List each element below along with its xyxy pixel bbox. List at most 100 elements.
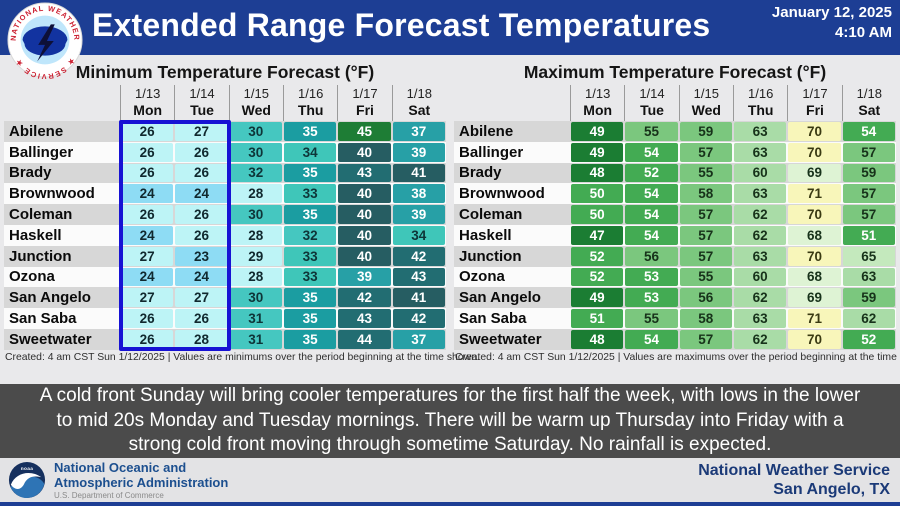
- nws-logo-icon: NATIONAL WEATHER ★ SERVICE ★: [7, 2, 83, 79]
- temp-cell: 39: [338, 267, 391, 287]
- column-day: Sat: [408, 102, 431, 118]
- city-label: Brady: [459, 164, 502, 182]
- column-day: Wed: [691, 102, 721, 118]
- temp-cell: 30: [229, 288, 282, 308]
- table-row: Ozona 24 24 28 33 39 43: [4, 266, 446, 288]
- office-name: National Weather Service: [698, 462, 890, 479]
- temp-cell: 62: [733, 329, 787, 349]
- column-date: 1/15: [693, 86, 719, 101]
- issue-date: January 12, 2025: [771, 4, 892, 21]
- temp-cell: 32: [283, 225, 337, 245]
- temp-cell: 30: [229, 142, 282, 162]
- tables-area: Minimum Temperature Forecast (°F) 1/13 Mo…: [0, 55, 900, 384]
- city-label: Ozona: [9, 268, 55, 286]
- temp-cell: 65: [842, 246, 895, 266]
- table-row: Sweetwater 48 54 57 62 70 52: [454, 328, 896, 350]
- temp-cell: 62: [733, 205, 787, 224]
- table-row: Abilene 26 27 30 35 45 37: [4, 121, 446, 142]
- temp-cell: 69: [788, 163, 841, 183]
- noaa-name-line1: National Oceanic and: [54, 460, 187, 475]
- temp-cell: 28: [175, 329, 228, 349]
- city-label: Ballinger: [459, 143, 524, 161]
- temp-cell: 49: [571, 122, 624, 141]
- temp-cell: 39: [392, 142, 445, 162]
- svg-text:noaa: noaa: [21, 467, 34, 472]
- temp-cell: 54: [625, 329, 678, 349]
- temp-cell: 26: [121, 329, 174, 349]
- temp-cell: 26: [175, 205, 228, 224]
- city-label: San Angelo: [459, 289, 541, 307]
- temp-cell: 32: [229, 163, 282, 183]
- city-label: Haskell: [9, 226, 62, 244]
- column-header: 1/13 Mon: [570, 85, 624, 121]
- temp-cell: 27: [121, 246, 174, 266]
- noaa-department: U.S. Department of Commerce: [54, 491, 164, 500]
- temp-cell: 26: [175, 142, 228, 162]
- temp-cell: 33: [283, 246, 337, 266]
- city-label: Ballinger: [9, 143, 74, 161]
- temp-cell: 63: [733, 184, 787, 204]
- min-table-body: Abilene 26 27 30 35 45 37 Ballinger 26 26 30 34 40 39…: [4, 120, 446, 351]
- min-table-caption: Created: 4 am CST Sun 1/12/2025 | Values…: [5, 351, 480, 363]
- temp-cell: 37: [392, 122, 445, 141]
- temp-cell: 49: [571, 142, 624, 162]
- temp-cell: 51: [842, 225, 895, 245]
- temp-cell: 55: [679, 163, 732, 183]
- city-label: Ozona: [459, 268, 505, 286]
- column-date: 1/13: [585, 86, 611, 101]
- temp-cell: 63: [733, 246, 787, 266]
- temp-cell: 54: [625, 142, 678, 162]
- header-bar: NATIONAL WEATHER ★ SERVICE ★ Extended Ra…: [0, 0, 900, 79]
- column-day: Fri: [806, 102, 824, 118]
- temp-cell: 29: [229, 246, 282, 266]
- temp-cell: 26: [121, 205, 174, 224]
- temp-cell: 62: [733, 288, 787, 308]
- header-spacer: [4, 85, 120, 121]
- table-row: Brady 26 26 32 35 43 41: [4, 162, 446, 184]
- table-row: Brownwood 24 24 28 33 40 38: [4, 183, 446, 205]
- max-temp-table: Maximum Temperature Forecast (°F) 1/13 Mo…: [452, 57, 900, 384]
- column-date: 1/17: [352, 86, 378, 101]
- temp-cell: 27: [121, 288, 174, 308]
- temp-cell: 52: [571, 246, 624, 266]
- temp-cell: 24: [175, 184, 228, 204]
- column-date: 1/16: [298, 86, 324, 101]
- column-date: 1/17: [802, 86, 828, 101]
- temp-cell: 63: [733, 122, 787, 141]
- temp-cell: 43: [338, 309, 391, 328]
- temp-cell: 51: [571, 309, 624, 328]
- city-label: San Saba: [459, 310, 527, 328]
- city-label: San Angelo: [9, 289, 91, 307]
- temp-cell: 62: [733, 225, 787, 245]
- column-date: 1/16: [748, 86, 774, 101]
- temp-cell: 35: [283, 309, 337, 328]
- temp-cell: 59: [679, 122, 732, 141]
- temp-cell: 50: [571, 205, 624, 224]
- temp-cell: 70: [788, 142, 841, 162]
- column-date: 1/18: [856, 86, 882, 101]
- temp-cell: 63: [733, 309, 787, 328]
- header-spacer: [454, 85, 570, 121]
- table-row: San Saba 51 55 58 63 71 62: [454, 308, 896, 329]
- temp-cell: 54: [625, 184, 678, 204]
- column-header: 1/15 Wed: [228, 85, 283, 121]
- temp-cell: 57: [842, 142, 895, 162]
- temp-cell: 55: [625, 309, 678, 328]
- column-date: 1/15: [243, 86, 269, 101]
- temp-cell: 55: [625, 122, 678, 141]
- column-day: Mon: [583, 102, 613, 118]
- temp-cell: 63: [842, 267, 895, 287]
- temp-cell: 59: [842, 288, 895, 308]
- city-label: Junction: [9, 247, 72, 265]
- temp-cell: 37: [392, 329, 445, 349]
- temp-cell: 53: [625, 267, 678, 287]
- temp-cell: 35: [283, 122, 337, 141]
- temp-cell: 26: [121, 122, 174, 141]
- temp-cell: 42: [392, 246, 445, 266]
- temp-cell: 68: [788, 267, 841, 287]
- table-row: Haskell 24 26 28 32 40 34: [4, 224, 446, 246]
- temp-cell: 60: [733, 163, 787, 183]
- temp-cell: 26: [121, 309, 174, 328]
- city-label: Sweetwater: [9, 330, 92, 348]
